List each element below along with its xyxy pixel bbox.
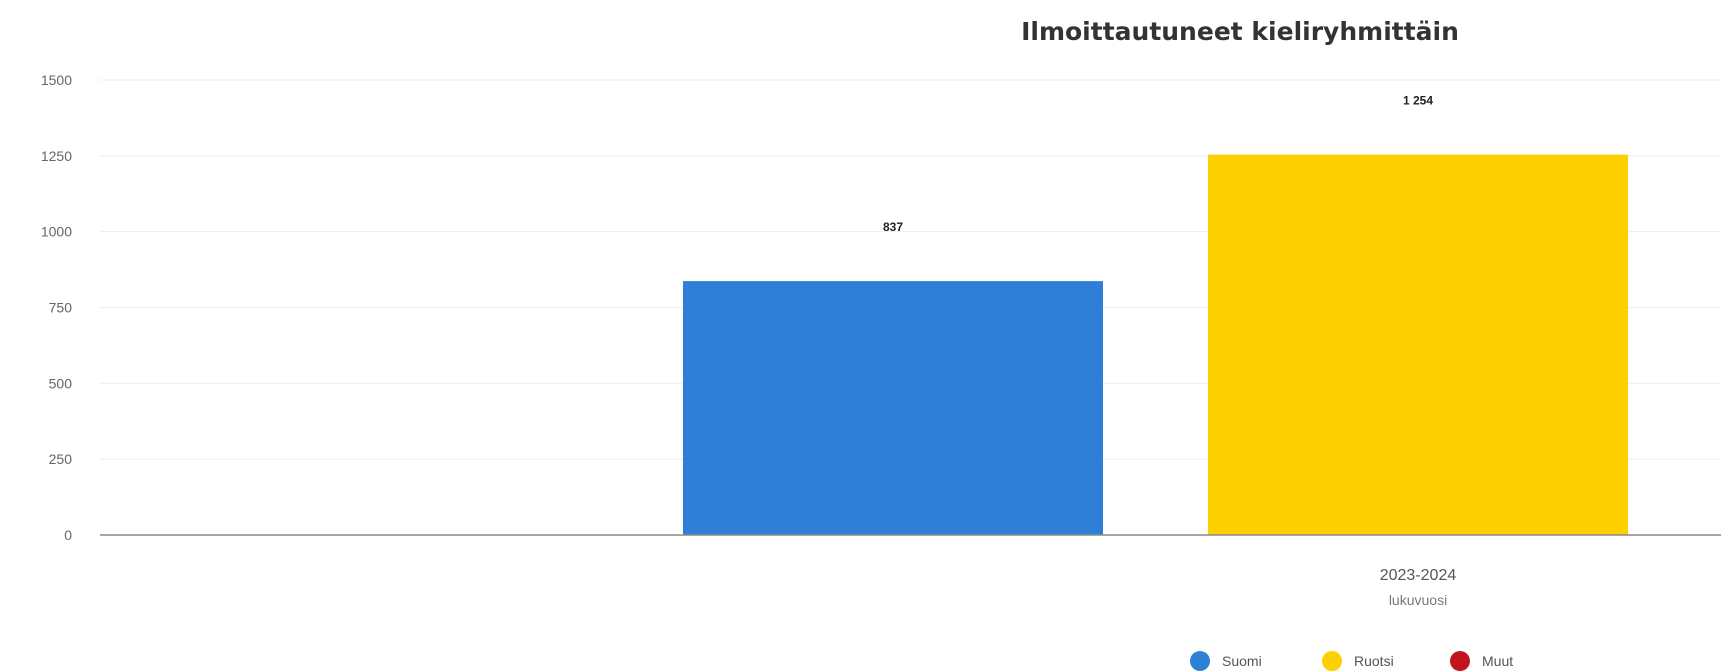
data-label-ruotsi: 1 254 — [1403, 94, 1433, 108]
legend-label: Muut — [1482, 653, 1513, 669]
legend-item-ruotsi[interactable]: Ruotsi — [1322, 651, 1394, 671]
legend: Suomi Ruotsi Muut — [1190, 651, 1513, 671]
y-tick-label: 0 — [64, 527, 72, 543]
y-tick-label: 1250 — [41, 148, 72, 164]
y-tick-label: 500 — [49, 375, 73, 391]
legend-swatch — [1190, 651, 1210, 671]
legend-swatch — [1322, 651, 1342, 671]
legend-label: Suomi — [1222, 653, 1262, 669]
x-axis-label: lukuvuosi — [1389, 592, 1447, 608]
legend-label: Ruotsi — [1354, 653, 1394, 669]
data-label-suomi: 837 — [883, 220, 903, 234]
bar-ruotsi — [1208, 155, 1628, 535]
y-tick-label: 750 — [49, 300, 73, 316]
x-tick-label: 2023-2024 — [1380, 567, 1457, 584]
y-tick-label: 1500 — [41, 72, 72, 88]
y-tick-label: 1000 — [41, 224, 72, 240]
x-axis-ticks: 2023-2024 — [1380, 567, 1457, 584]
legend-item-suomi[interactable]: Suomi — [1190, 651, 1262, 671]
legend-swatch — [1450, 651, 1470, 671]
y-axis-ticks: 0 250 500 750 1000 1250 1500 — [41, 72, 72, 543]
bars — [683, 155, 1628, 535]
bar-suomi — [683, 281, 1103, 535]
chart-title: Ilmoittautuneet kieliryhmittäin — [1021, 17, 1459, 46]
legend-item-muut[interactable]: Muut — [1450, 651, 1513, 671]
y-tick-label: 250 — [49, 451, 73, 467]
